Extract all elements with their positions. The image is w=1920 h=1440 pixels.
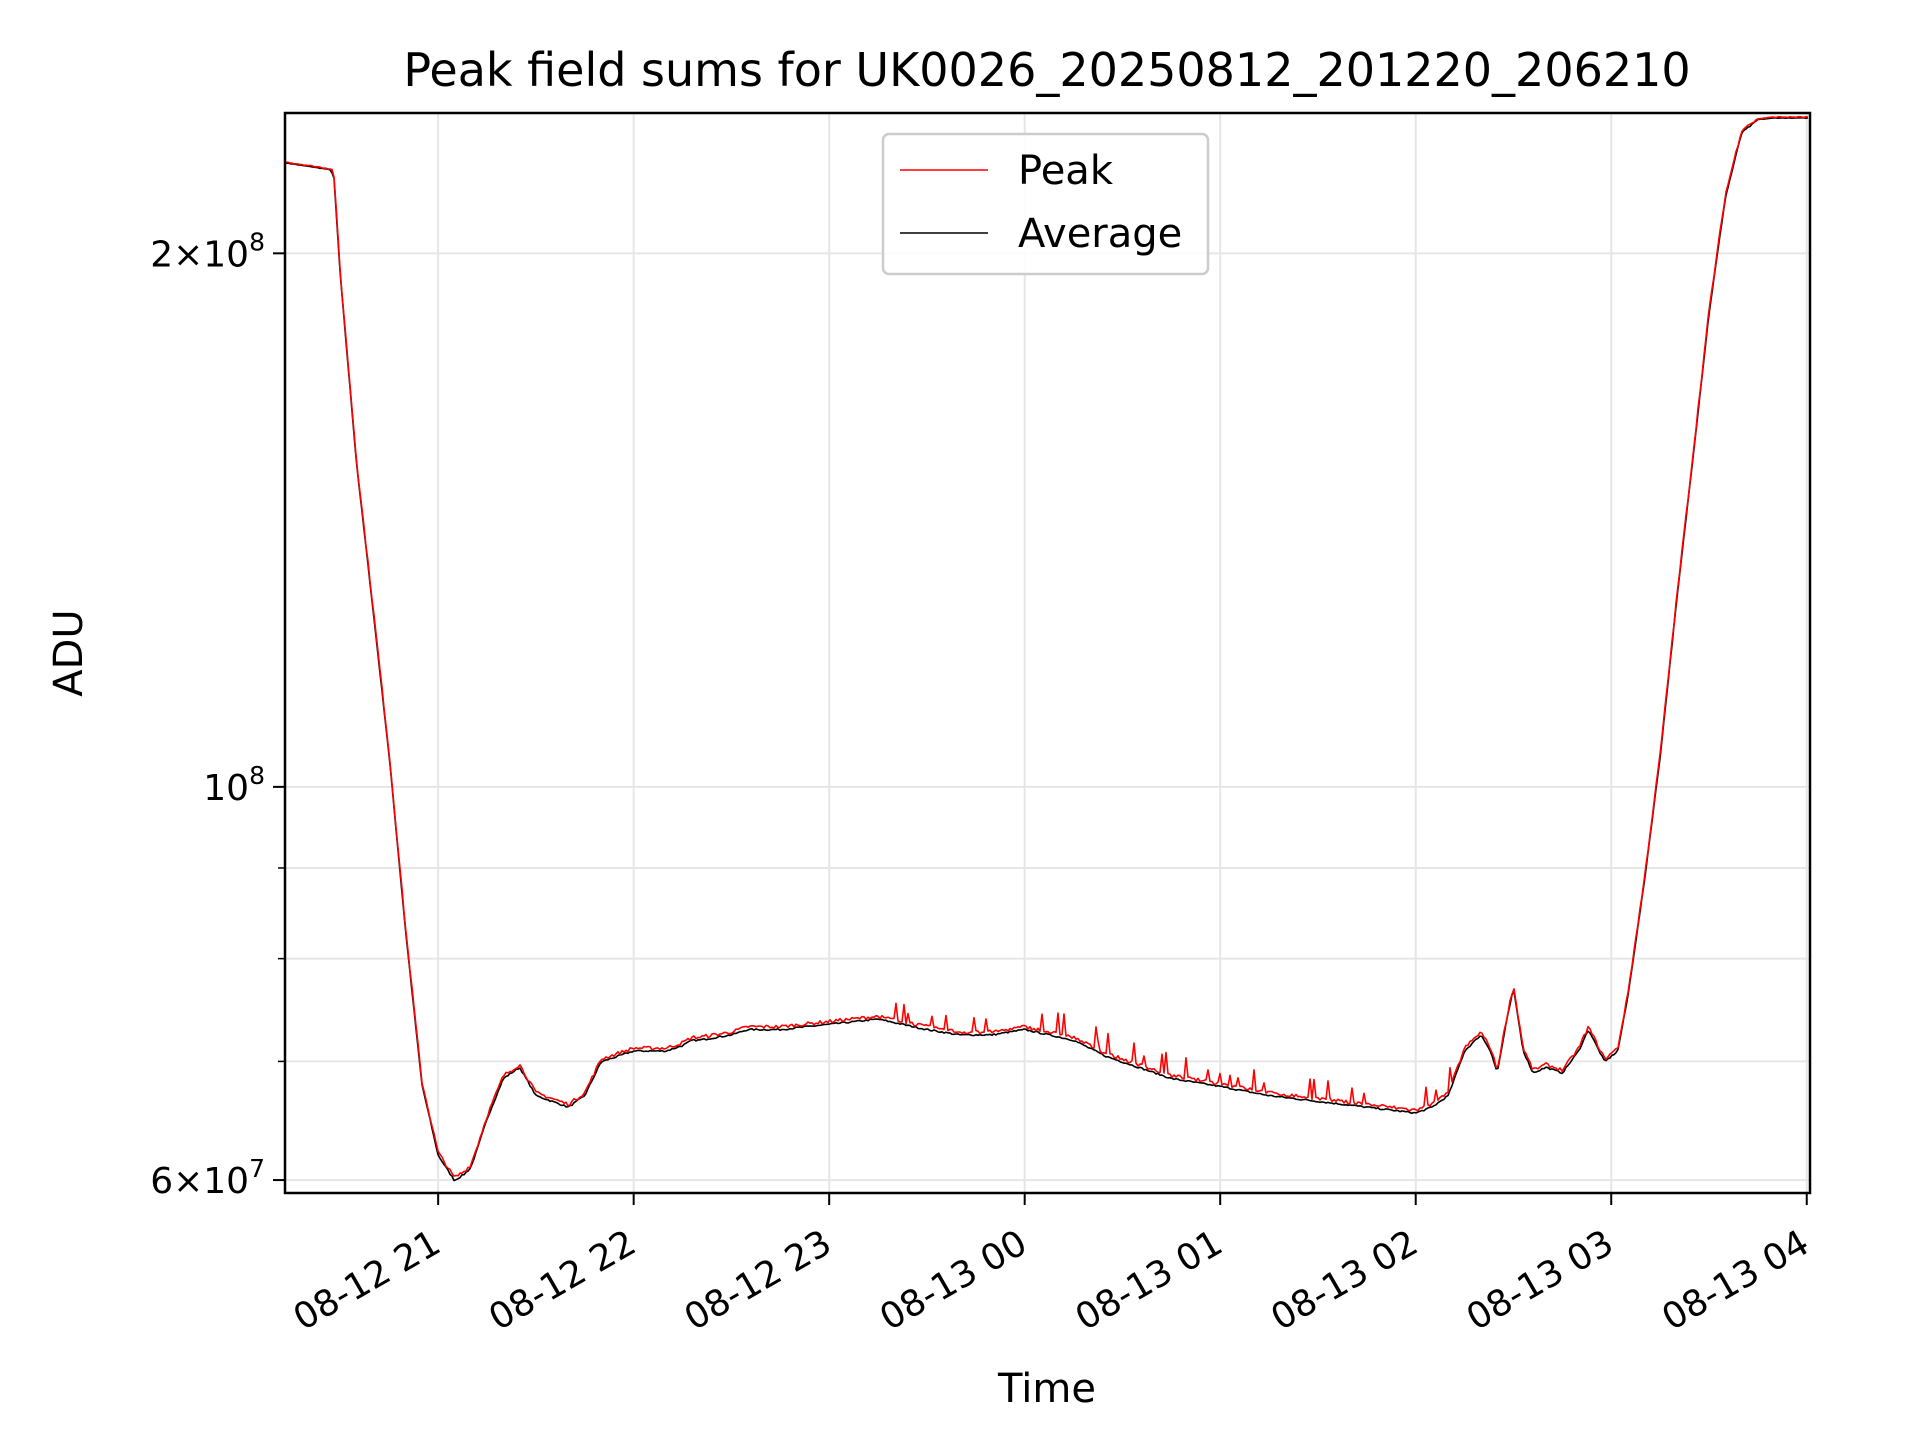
y-axis-label: ADU xyxy=(46,609,92,696)
x-tick-label: 08-12 22 xyxy=(482,1222,643,1338)
x-tick-label: 08-13 04 xyxy=(1655,1222,1816,1338)
x-tick-label: 08-13 03 xyxy=(1460,1222,1621,1338)
x-tick-label: 08-13 00 xyxy=(873,1222,1034,1338)
grid-lines xyxy=(285,113,1810,1193)
legend: Peak Average xyxy=(881,132,1210,276)
series-layer xyxy=(285,115,1809,1182)
y-tick-label: 108 xyxy=(203,761,265,809)
y-axis-ticks: 6×107 108 2×108 xyxy=(150,227,285,1202)
x-tick-label: 08-12 21 xyxy=(287,1222,448,1338)
x-tick-label: 08-13 02 xyxy=(1264,1222,1425,1338)
y-tick-label: 2×108 xyxy=(150,227,265,275)
chart-title: Peak field sums for UK0026_20250812_2012… xyxy=(403,43,1690,97)
x-axis-ticks: 08-12 21 08-12 22 08-12 23 08-13 00 08-13 01… xyxy=(287,1193,1816,1339)
series-line-average xyxy=(285,117,1809,1182)
legend-box xyxy=(881,132,1210,276)
x-tick-label: 08-12 23 xyxy=(678,1222,839,1338)
x-axis-label: Time xyxy=(997,1366,1096,1412)
legend-label-peak: Peak xyxy=(1018,148,1114,194)
y-tick-label: 6×107 xyxy=(150,1154,265,1202)
legend-label-average: Average xyxy=(1018,211,1182,257)
x-tick-label: 08-13 01 xyxy=(1069,1222,1230,1338)
series-line-peak xyxy=(285,115,1809,1177)
plot-frame xyxy=(283,111,1812,1195)
